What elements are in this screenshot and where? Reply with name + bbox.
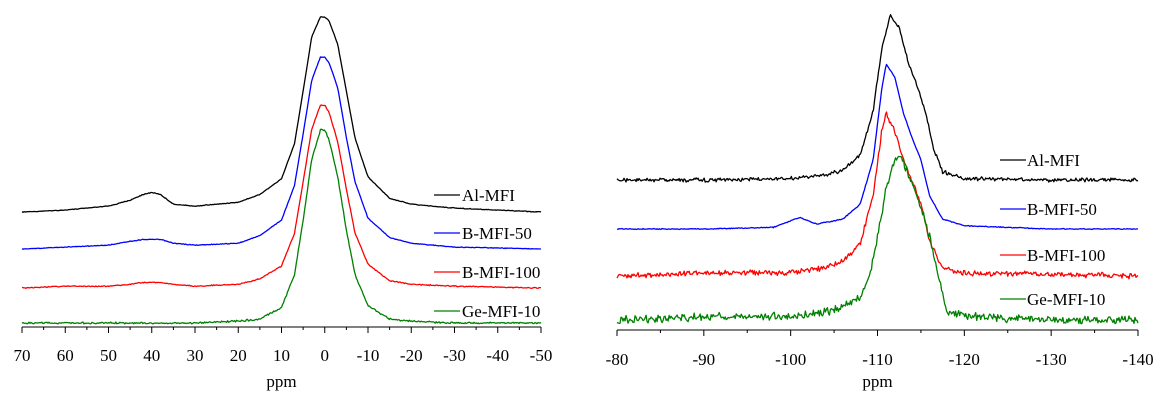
x-tick-label: 70 — [14, 346, 31, 365]
series-line-al-mfi — [616, 14, 1139, 183]
series-line-b-mfi-50 — [616, 63, 1139, 231]
x-tick-label: -80 — [606, 350, 629, 369]
series-line-b-mfi-100 — [21, 104, 542, 290]
x-tick-label: -50 — [530, 346, 553, 365]
x-tick-label: -120 — [949, 350, 980, 369]
series-line-al-mfi — [21, 16, 542, 213]
series-line-ge-mfi-10 — [21, 128, 542, 325]
series-line-b-mfi-100 — [616, 111, 1139, 280]
legend-label: Ge-MFI-10 — [1027, 290, 1105, 309]
x-tick-label: -10 — [357, 346, 380, 365]
x-tick-label: 30 — [187, 346, 204, 365]
legend-label: B-MFI-50 — [462, 224, 532, 243]
x-tick-label: 50 — [100, 346, 117, 365]
x-tick-label: -100 — [775, 350, 806, 369]
x-tick-label: -20 — [400, 346, 423, 365]
x-tick-label: -40 — [486, 346, 509, 365]
series-line-ge-mfi-10 — [616, 155, 1139, 325]
x-tick-label: 0 — [321, 346, 330, 365]
legend-label: B-MFI-100 — [462, 263, 540, 282]
x-tick-label: 40 — [143, 346, 160, 365]
x-axis-title: ppm — [266, 372, 296, 391]
legend-label: Ge-MFI-10 — [462, 302, 540, 321]
legend-label: Al-MFI — [1027, 151, 1080, 170]
legend-label: B-MFI-50 — [1027, 200, 1097, 219]
x-tick-label: 60 — [57, 346, 74, 365]
x-tick-label: 10 — [273, 346, 290, 365]
left-spectra-panel: 70 60 50 40 30 20 10 0 -10 -20 -30 -40 -50 ppm Al-MFI B… — [14, 16, 553, 391]
x-axis-title: ppm — [862, 372, 892, 391]
x-tick-label: 20 — [230, 346, 247, 365]
legend-label: B-MFI-100 — [1027, 246, 1105, 265]
legend-label: Al-MFI — [462, 186, 515, 205]
x-tick-label: -90 — [692, 350, 715, 369]
x-tick-label: -110 — [862, 350, 893, 369]
x-tick-label: -30 — [443, 346, 466, 365]
series-line-b-mfi-50 — [21, 56, 542, 250]
x-tick-label: -140 — [1122, 350, 1153, 369]
right-spectra-panel: -80 -90 -100 -110 -120 -130 -140 ppm Al-MFI B-MFI… — [606, 14, 1154, 391]
x-tick-label: -130 — [1036, 350, 1067, 369]
